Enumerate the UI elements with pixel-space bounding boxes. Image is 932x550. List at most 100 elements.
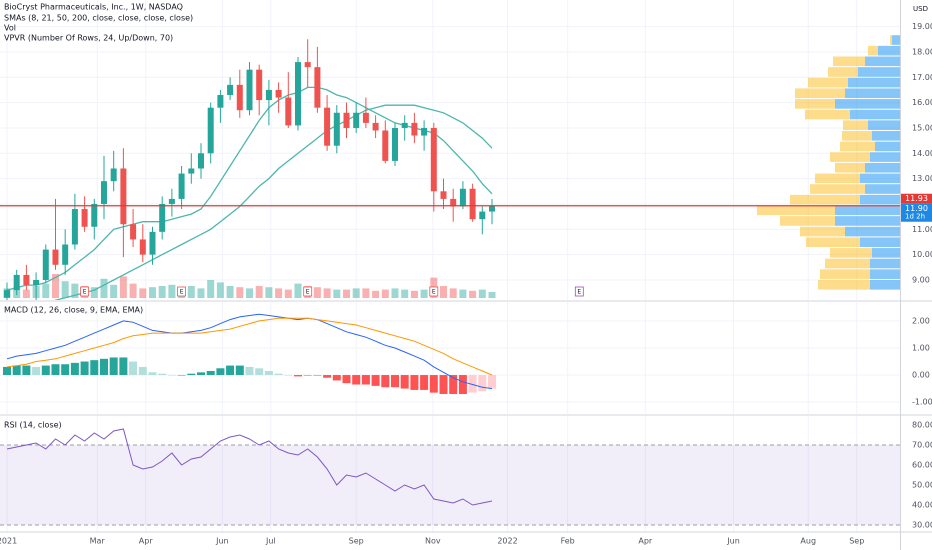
volume-bar (294, 283, 302, 298)
candle-body (450, 198, 457, 207)
profile-bar-down (810, 184, 865, 194)
y-tick-label: 0.00 (912, 371, 930, 380)
volume-bar (129, 283, 137, 298)
indicator-label: MACD (12, 26, close, 9, EMA, EMA) (4, 306, 143, 315)
profile-bar-up (865, 162, 900, 173)
histogram-bar (352, 375, 361, 385)
volume-bar (216, 282, 224, 298)
profile-bar-down (890, 35, 892, 45)
profile-bar-down (780, 216, 835, 226)
candle-body (372, 122, 379, 131)
earnings-label: E (306, 289, 310, 296)
profile-bar-up (850, 109, 900, 120)
candle-body (207, 107, 214, 154)
histogram-bar (342, 375, 351, 384)
x-tick-label: Jun (215, 537, 229, 546)
histogram-bar (187, 373, 196, 376)
histogram-bar (158, 373, 167, 376)
histogram-bar (2, 366, 11, 376)
candle-body (100, 181, 107, 204)
candle-body (324, 107, 331, 146)
candle-body (110, 168, 117, 182)
histogram-bar (303, 375, 312, 376)
volume-bar (381, 289, 389, 298)
histogram-bar (429, 375, 438, 393)
volume-bar (187, 286, 195, 298)
x-tick-label: Jun (726, 537, 740, 546)
earnings-label: E (180, 289, 184, 296)
candle-body (246, 69, 253, 111)
histogram-bar (51, 364, 60, 376)
histogram-bar (449, 375, 458, 394)
volume-bar (207, 280, 215, 298)
candle-body (333, 112, 340, 146)
volume-bar (110, 284, 118, 298)
x-tick-label: 2021 (0, 537, 17, 546)
histogram-bar (226, 365, 235, 376)
profile-bar-down (795, 88, 845, 99)
y-tick-label: -1.00 (912, 398, 932, 407)
volume-bar (148, 287, 156, 298)
profile-bar-down (833, 56, 865, 67)
candle-body (430, 127, 437, 192)
histogram-bar (70, 362, 79, 376)
candle-body (265, 89, 272, 101)
volume-bar (100, 278, 108, 298)
price-badge-label: 11.93 (905, 194, 928, 203)
y-tick-label: 40.00 (912, 501, 932, 510)
profile-bar-down (830, 152, 870, 162)
profile-bar-up (835, 216, 900, 226)
candle-body (227, 84, 234, 96)
profile-bar-down (806, 237, 860, 248)
candle-body (139, 239, 146, 255)
x-tick-label: Sep (349, 537, 364, 546)
volume-bar (265, 287, 273, 298)
candle-body (489, 205, 496, 212)
histogram-bar (90, 360, 99, 376)
candle-body (52, 249, 59, 265)
line (6, 313, 493, 390)
candle-body (275, 89, 282, 98)
histogram-bar (206, 370, 215, 376)
candle-body (149, 231, 156, 255)
profile-bar-down (757, 205, 835, 216)
y-tick-label: 18.00 (912, 47, 932, 56)
histogram-bar (439, 375, 448, 394)
volume-bar (449, 288, 457, 298)
countdown-label: 1d 2h (905, 213, 925, 221)
x-tick-label: Aug (800, 537, 816, 546)
profile-bar-up (872, 130, 900, 141)
y-tick-label: 70.00 (912, 441, 932, 450)
volume-bar (401, 289, 409, 298)
profile-bar-up (870, 269, 900, 279)
candle-body (13, 274, 20, 291)
histogram-bar (129, 361, 138, 376)
volume-bar (71, 283, 79, 298)
profile-bar-up (848, 77, 900, 88)
candle-body (81, 209, 88, 227)
volume-bar (275, 288, 283, 298)
profile-bar-up (860, 237, 900, 248)
profile-bar-up (870, 258, 900, 269)
volume-bar (158, 286, 166, 298)
histogram-bar (410, 375, 419, 390)
histogram-bar (274, 373, 283, 376)
candle-body (469, 188, 476, 220)
volume-bar (488, 292, 496, 298)
volume-bar (362, 288, 370, 298)
price-badge (901, 193, 932, 204)
profile-bar-down (828, 67, 858, 77)
histogram-bar (177, 375, 186, 376)
profile-bar-down (790, 194, 860, 205)
y-tick-label: 1.00 (912, 343, 930, 352)
candle-body (304, 62, 311, 68)
histogram-bar (313, 375, 322, 376)
candle-body (256, 69, 263, 101)
histogram-bar (323, 375, 332, 378)
y-tick-label: 13.00 (912, 174, 932, 183)
profile-bar-up (870, 152, 900, 162)
histogram-bar (148, 372, 157, 376)
profile-bar-down (820, 269, 870, 279)
profile-bar-up (865, 184, 900, 194)
